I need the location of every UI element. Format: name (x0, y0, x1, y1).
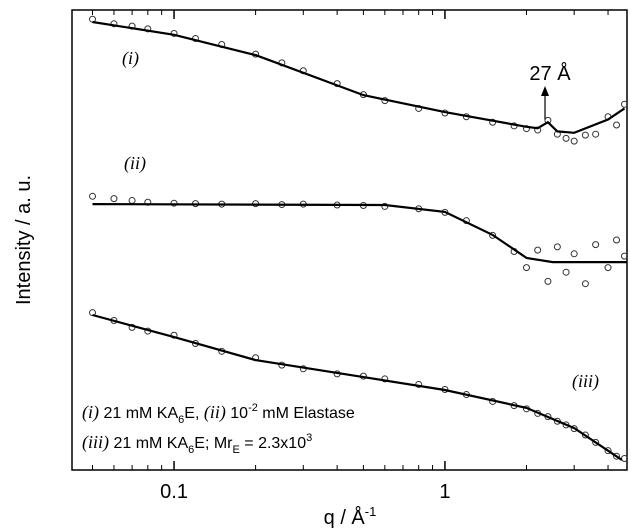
data-point (562, 134, 570, 142)
annotation: (ii) (124, 153, 146, 174)
fit-line (92, 203, 627, 264)
data-point (534, 246, 542, 254)
legend-part: 21 mM KA (99, 405, 178, 422)
data-point (620, 252, 628, 260)
data-point (128, 196, 136, 204)
x-tick-label: 0.1 (160, 481, 188, 503)
legend-part: (i) (82, 402, 99, 423)
data-point (570, 250, 578, 258)
data-point (144, 25, 152, 33)
data-point (110, 195, 118, 203)
legend-part: E (232, 444, 239, 456)
data-point (581, 431, 589, 439)
data-point (489, 231, 497, 239)
data-point (620, 100, 628, 108)
arrow-head (541, 86, 549, 96)
legend-part: -2 (248, 402, 258, 414)
legend-part: 6 (178, 414, 184, 426)
annotation: (i) (122, 48, 139, 69)
data-point (581, 131, 589, 139)
plot-frame (71, 9, 628, 471)
data-point (570, 137, 578, 145)
legend-part: (ii) (204, 402, 226, 423)
data-point (562, 268, 570, 276)
x-axis-label: q / Å-1 (324, 504, 377, 529)
data-point (89, 192, 97, 200)
data-point (522, 264, 530, 272)
legend-part: 10 (226, 405, 248, 422)
x-label-main: q / Å (324, 506, 366, 529)
data-point (613, 236, 621, 244)
data-point (570, 425, 578, 433)
y-axis-label: Intensity / a. u. (13, 175, 35, 305)
annotation: 27 Å (529, 62, 571, 85)
legend-part: 21 mM KA (109, 435, 188, 452)
fit-line (92, 20, 626, 134)
data-point (613, 121, 621, 129)
annotation: (iii) (572, 371, 599, 392)
data-point (592, 438, 600, 446)
legend-part: E; Mr (194, 435, 233, 452)
data-point (553, 243, 561, 251)
legend-part: (iii) (82, 432, 109, 453)
data-point (592, 241, 600, 249)
legend-part: = 2.3x10 (240, 435, 306, 452)
data-point (604, 447, 612, 455)
data-point (544, 277, 552, 285)
data-point (415, 104, 423, 112)
fit-line (92, 313, 623, 461)
data-point (613, 452, 621, 460)
data-point (170, 199, 178, 207)
x-label-sup: -1 (365, 504, 377, 519)
legend-part: 6 (188, 444, 194, 456)
legend-line: (i) 21 mM KA6E, (ii) 10-2 mM Elastase (82, 402, 355, 426)
legend-part: mM Elastase (258, 405, 355, 422)
x-tick-label: 1 (439, 481, 450, 503)
legend-part: E, (184, 405, 204, 422)
data-point (592, 130, 600, 138)
legend-line: (iii) 21 mM KA6E; MrE = 2.3x103 (82, 432, 312, 456)
data-point (581, 280, 589, 288)
data-point (604, 264, 612, 272)
legend-part: 3 (306, 432, 312, 444)
